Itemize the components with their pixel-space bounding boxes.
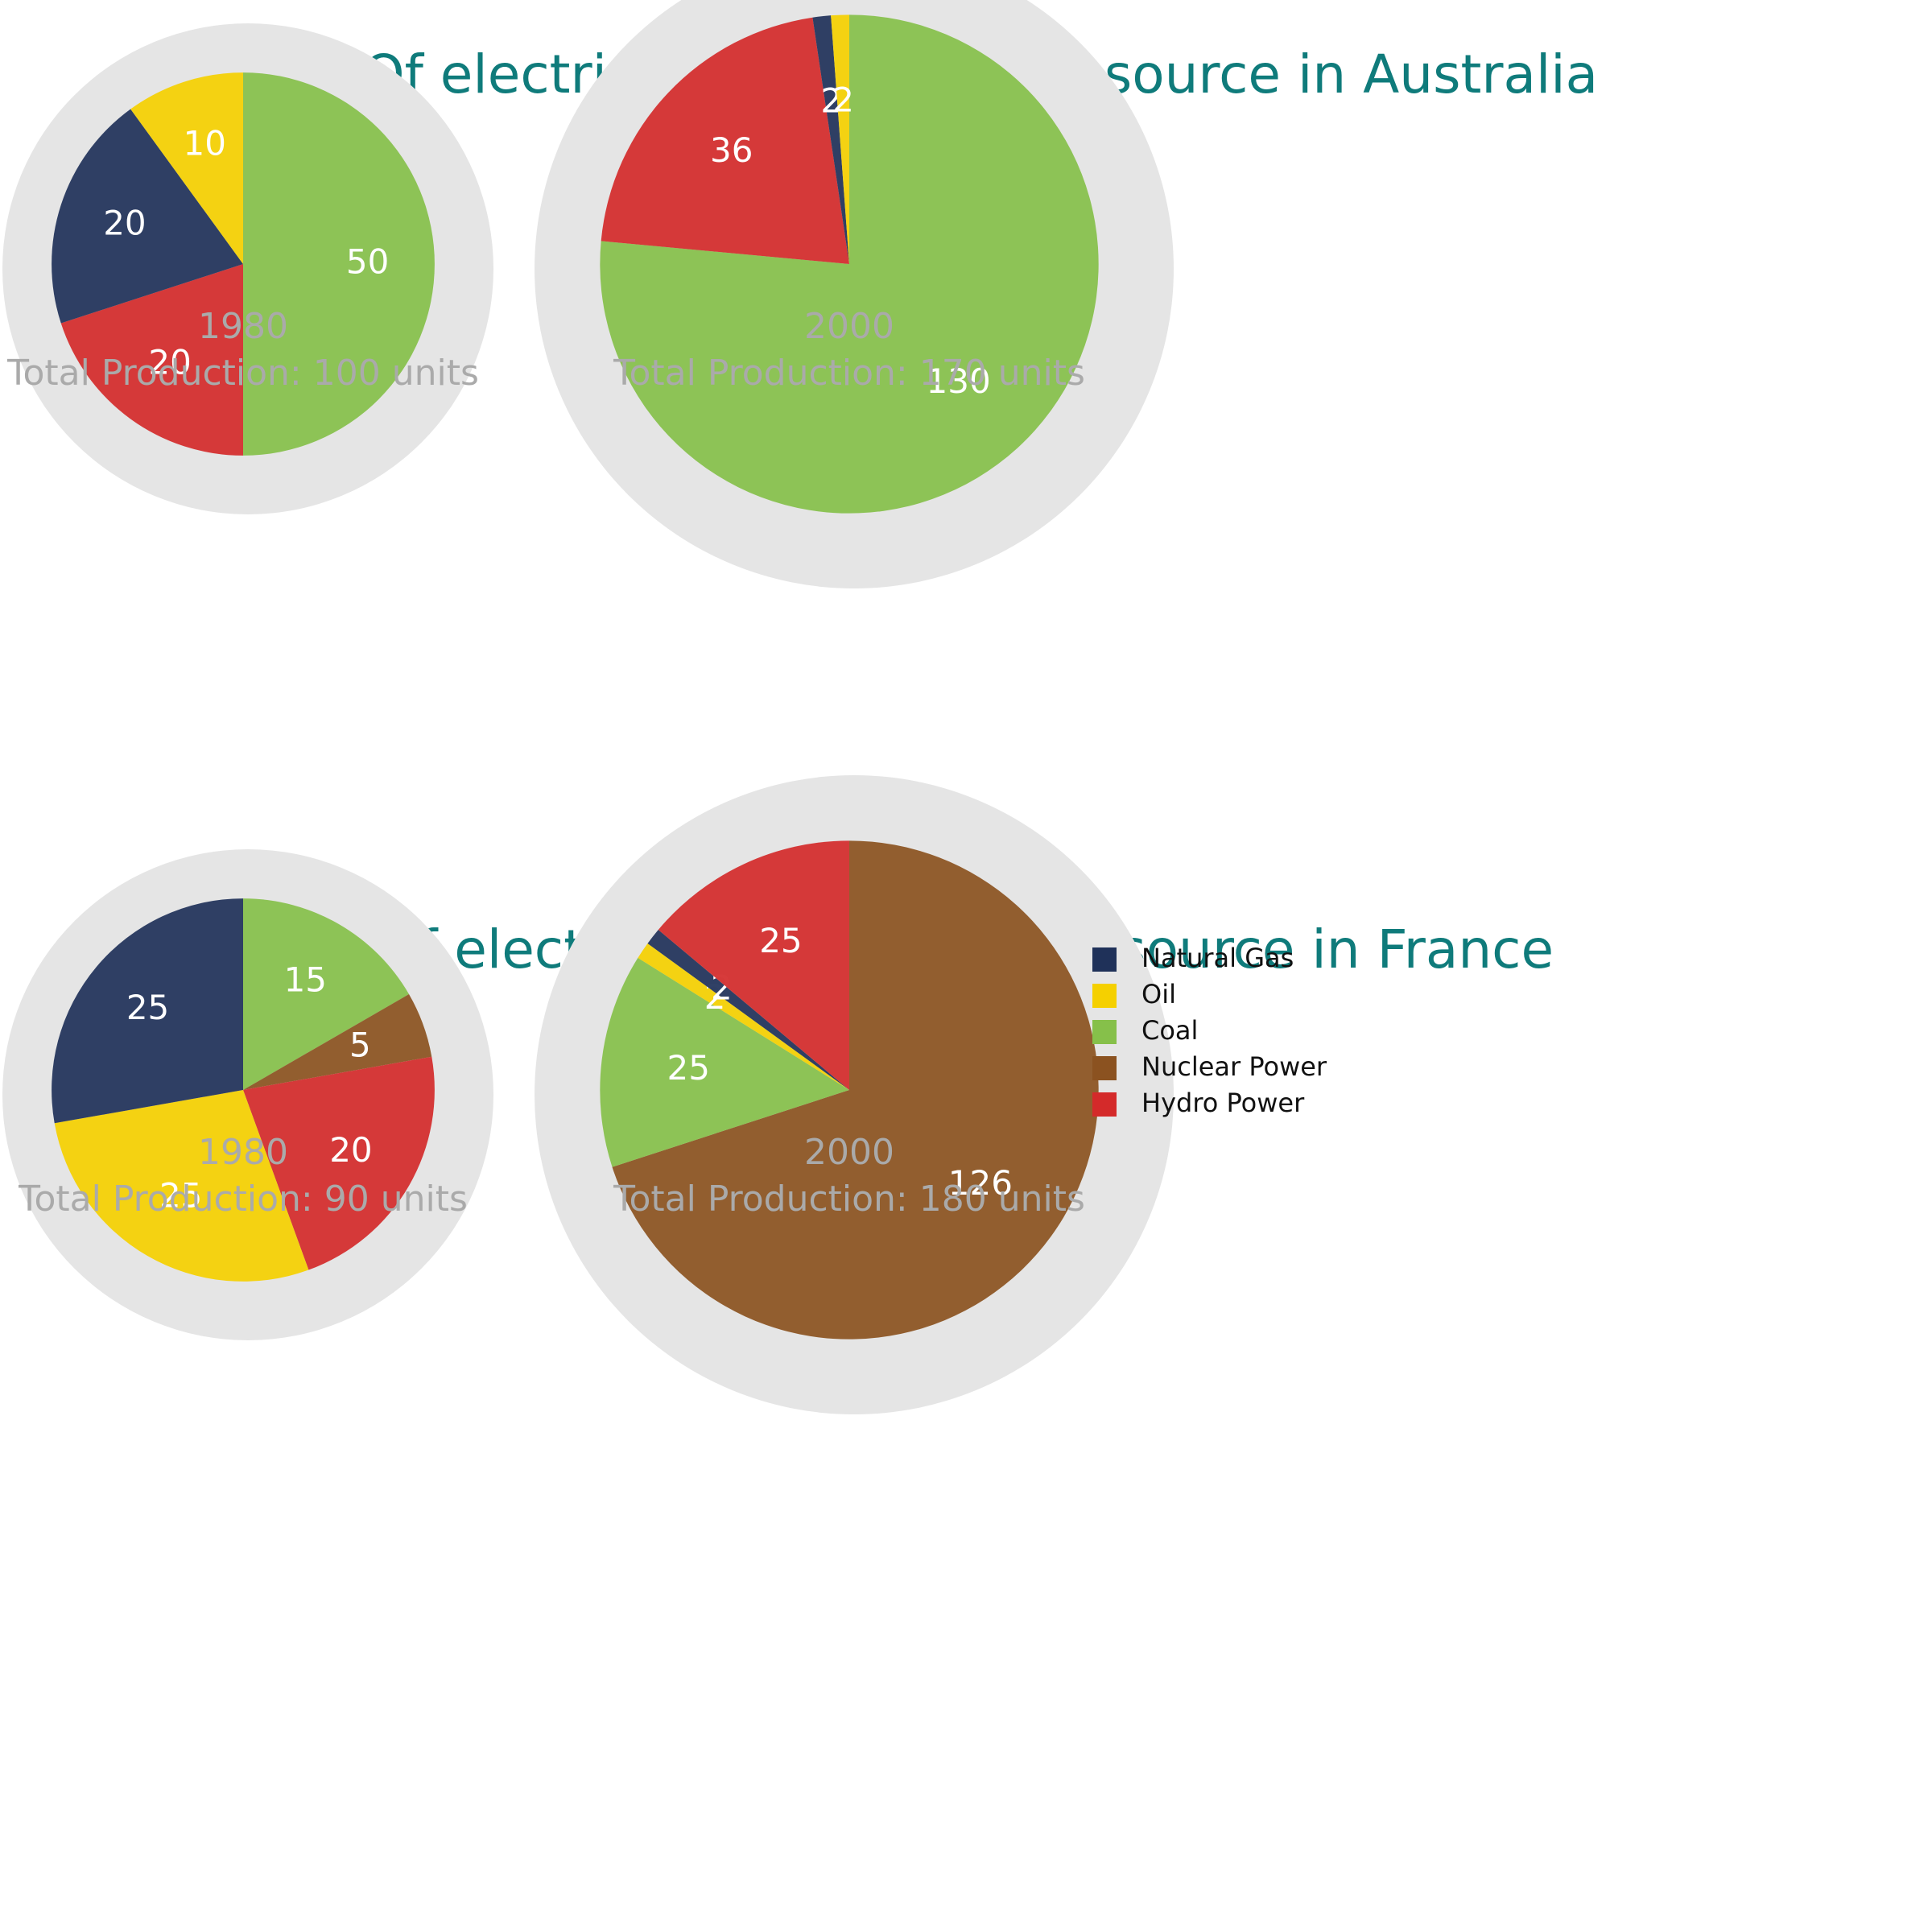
pie-slice: [243, 898, 410, 1090]
slice-label: 5: [349, 1026, 371, 1065]
pie-slice: [612, 840, 1099, 1340]
pie-slice: [601, 17, 849, 264]
pie-year: 1980: [198, 1132, 288, 1173]
pie-year: 1980: [198, 306, 288, 347]
pie-slice: [831, 14, 849, 265]
legend-swatch: [1092, 1020, 1117, 1044]
slice-label: 25: [159, 1175, 202, 1215]
slice-label: 36: [710, 130, 753, 170]
legend-swatch: [1092, 1092, 1117, 1117]
legend-label: Coal: [1141, 1015, 1198, 1046]
legend-label: Natural Gas: [1141, 943, 1294, 973]
slice-label: 15: [284, 960, 327, 1000]
slice-label: 50: [346, 242, 389, 282]
pie-slice: [243, 72, 435, 456]
pie-slice: [52, 898, 243, 1124]
slice-label: 20: [148, 343, 191, 382]
legend-label: Hydro Power: [1141, 1088, 1305, 1118]
slice-label: 130: [927, 361, 991, 401]
slice-label: 25: [759, 921, 802, 960]
slice-label: 25: [667, 1048, 709, 1088]
pie-year: 2000: [804, 306, 894, 347]
pie-slice: [812, 15, 849, 264]
pie-subtitle: Total Production: 170 units: [613, 353, 1085, 394]
pie-slice: [243, 994, 432, 1090]
legend-swatch: [1092, 947, 1117, 972]
pie-slice: [600, 14, 1099, 514]
legend-label: Oil: [1141, 979, 1176, 1009]
pie-slice: [647, 929, 849, 1090]
slice-label: 2: [832, 80, 854, 119]
pie-year: 2000: [804, 1132, 894, 1173]
pie-slice: [243, 1056, 435, 1270]
slice-label: 126: [948, 1163, 1013, 1203]
pie-slice: [54, 1090, 309, 1282]
legend-label: Nuclear Power: [1141, 1051, 1327, 1082]
pie-subtitle: Total Production: 100 units: [6, 353, 479, 394]
pie-slice: [130, 72, 243, 264]
legend-swatch: [1092, 984, 1117, 1008]
slice-label: 25: [126, 988, 169, 1027]
pie-slice: [658, 840, 849, 1090]
pie-slice: [60, 264, 243, 456]
legend-swatch: [1092, 1056, 1117, 1080]
pie-slice: [52, 109, 244, 324]
pie-subtitle: Total Production: 180 units: [613, 1179, 1085, 1220]
pie-slice: [638, 943, 849, 1090]
slice-label: 20: [103, 204, 146, 243]
slice-label: 10: [183, 123, 225, 163]
pie-subtitle: Total Production: 90 units: [18, 1179, 468, 1220]
slice-label: 20: [329, 1130, 372, 1170]
pie-slice: [600, 957, 849, 1167]
